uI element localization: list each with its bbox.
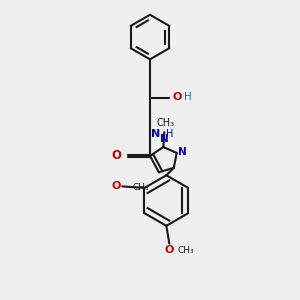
Text: N: N bbox=[178, 147, 187, 157]
Text: O: O bbox=[112, 148, 122, 162]
Text: O: O bbox=[172, 92, 182, 101]
Text: O: O bbox=[111, 182, 121, 191]
Text: O: O bbox=[165, 245, 174, 255]
Text: N: N bbox=[160, 134, 168, 144]
Text: H: H bbox=[184, 92, 191, 101]
Text: CH₃: CH₃ bbox=[178, 246, 194, 255]
Text: H: H bbox=[166, 129, 173, 139]
Text: N: N bbox=[152, 129, 161, 139]
Text: CH₃: CH₃ bbox=[133, 183, 149, 192]
Text: CH₃: CH₃ bbox=[156, 118, 175, 128]
